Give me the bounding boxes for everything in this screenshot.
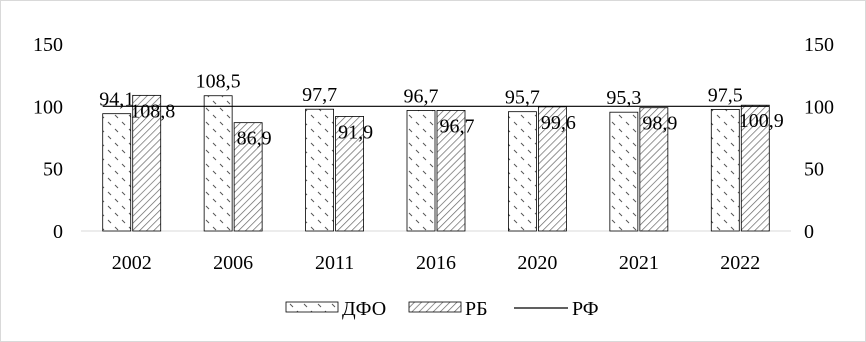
data-label-dfo-2016: 96,7 [404,85,439,107]
data-label-rb-2002: 108,8 [130,100,175,122]
data-label-dfo-2011: 97,7 [302,84,337,106]
bar-dfo-2002 [102,113,132,232]
bar-dfo-2021 [609,111,639,232]
data-label-rb-2016: 96,7 [440,115,475,137]
bar-rb-2022 [740,104,770,232]
x-tick-label: 2020 [517,252,557,274]
bar-rb-2016 [436,110,466,232]
legend-swatch-rb [408,301,462,313]
bar-dfo-2022 [710,109,740,232]
secondary-y-tick-label: 50 [804,159,824,181]
secondary-y-tick-label: 100 [804,96,834,118]
secondary-y-tick-label: 150 [804,34,834,56]
legend: ДФО РБ РФ [285,298,599,320]
legend-label: РФ [572,298,599,320]
bar-dfo-2020 [508,111,537,232]
bar-rb-2011 [335,116,364,232]
y-tick-label: 0 [53,221,63,243]
bar-rb-2021 [639,107,669,232]
data-label-rb-2022: 100,9 [739,110,784,132]
x-tick-label: 2021 [619,252,659,274]
bar-dfo-2016 [406,110,436,232]
bar-rb-2002 [132,94,162,232]
y-tick-label: 50 [43,159,63,181]
bar-rb-2020 [538,106,567,232]
x-tick-label: 2016 [416,252,456,274]
bar-rb-2006 [233,122,263,232]
y-tick-label: 150 [33,34,63,56]
data-label-dfo-2006: 108,5 [196,71,241,93]
data-label-rb-2021: 98,9 [642,113,677,135]
y-tick-label: 100 [33,96,63,118]
data-label-dfo-2021: 95,3 [606,87,641,109]
data-label-dfo-2022: 97,5 [708,84,743,106]
legend-label: РБ [465,298,488,320]
data-label-dfo-2020: 95,7 [505,87,540,109]
data-label-rb-2006: 86,9 [237,128,272,150]
x-tick-label: 2022 [720,252,760,274]
secondary-y-tick-label: 0 [804,221,814,243]
legend-label: ДФО [342,298,386,320]
x-tick-label: 2011 [315,252,354,274]
x-tick-label: 2006 [213,252,253,274]
data-label-rb-2011: 91,9 [338,121,373,143]
legend-swatch-dfo [285,301,339,313]
bar-dfo-2006 [203,95,233,232]
bar-dfo-2011 [305,108,334,232]
x-tick-label: 2002 [112,252,152,274]
data-label-rb-2020: 99,6 [541,112,576,134]
data-label-dfo-2002: 94,1 [99,89,134,111]
